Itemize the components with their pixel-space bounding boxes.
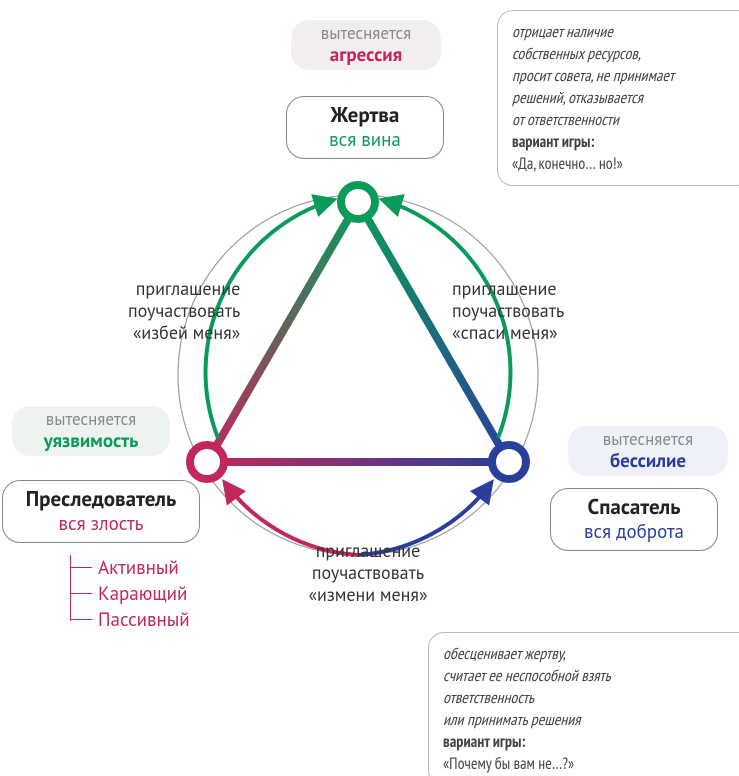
outer-circle <box>178 195 538 555</box>
pill-label: вытесняется <box>305 22 427 44</box>
role-title: Спасатель <box>565 493 703 520</box>
node-rescuer <box>492 445 526 479</box>
persecutor-subtypes: Активный Карающий Пассивный <box>70 555 190 633</box>
role-title: Преследователь <box>17 485 185 512</box>
pill-persecutor-repressed: вытесняется уязвимость <box>12 406 170 456</box>
pill-label: вытесняется <box>582 428 714 450</box>
role-title: Жертва <box>301 101 429 128</box>
pill-value: уязвимость <box>26 430 156 452</box>
edge-label-vp: приглашение поучаствовать «избей меня» <box>128 278 240 344</box>
subtype-item: Активный <box>70 555 190 581</box>
note-victim: отрицает наличие собственных ресурсов, п… <box>497 10 739 186</box>
node-persecutor <box>190 445 224 479</box>
rolebox-rescuer: Спасатель вся доброта <box>550 488 718 551</box>
pill-value: бессилие <box>582 450 714 472</box>
subtype-item: Пассивный <box>70 607 190 633</box>
karpman-triangle-diagram: { "canvas": {"w":739,"h":776,"bg":"#ffff… <box>0 0 739 776</box>
note-rescuer: обесценивает жертву, считает ее неспособ… <box>428 632 739 776</box>
edge-label-pr: приглашение поучаствовать «измени меня» <box>298 540 438 606</box>
subtype-item: Карающий <box>70 581 190 607</box>
rolebox-victim: Жертва вся вина <box>286 96 444 159</box>
rolebox-persecutor: Преследователь вся злость <box>2 480 200 543</box>
role-sub: вся злость <box>17 512 185 536</box>
role-sub: вся вина <box>301 128 429 152</box>
pill-value: агрессия <box>305 44 427 66</box>
pill-rescuer-repressed: вытесняется бессилие <box>568 426 728 476</box>
pill-label: вытесняется <box>26 408 156 430</box>
pill-victim-repressed: вытесняется агрессия <box>291 20 441 70</box>
role-sub: вся доброта <box>565 520 703 544</box>
node-victim <box>341 185 375 219</box>
edge-label-vr: приглашение поучаствовать «спаси меня» <box>452 278 564 344</box>
